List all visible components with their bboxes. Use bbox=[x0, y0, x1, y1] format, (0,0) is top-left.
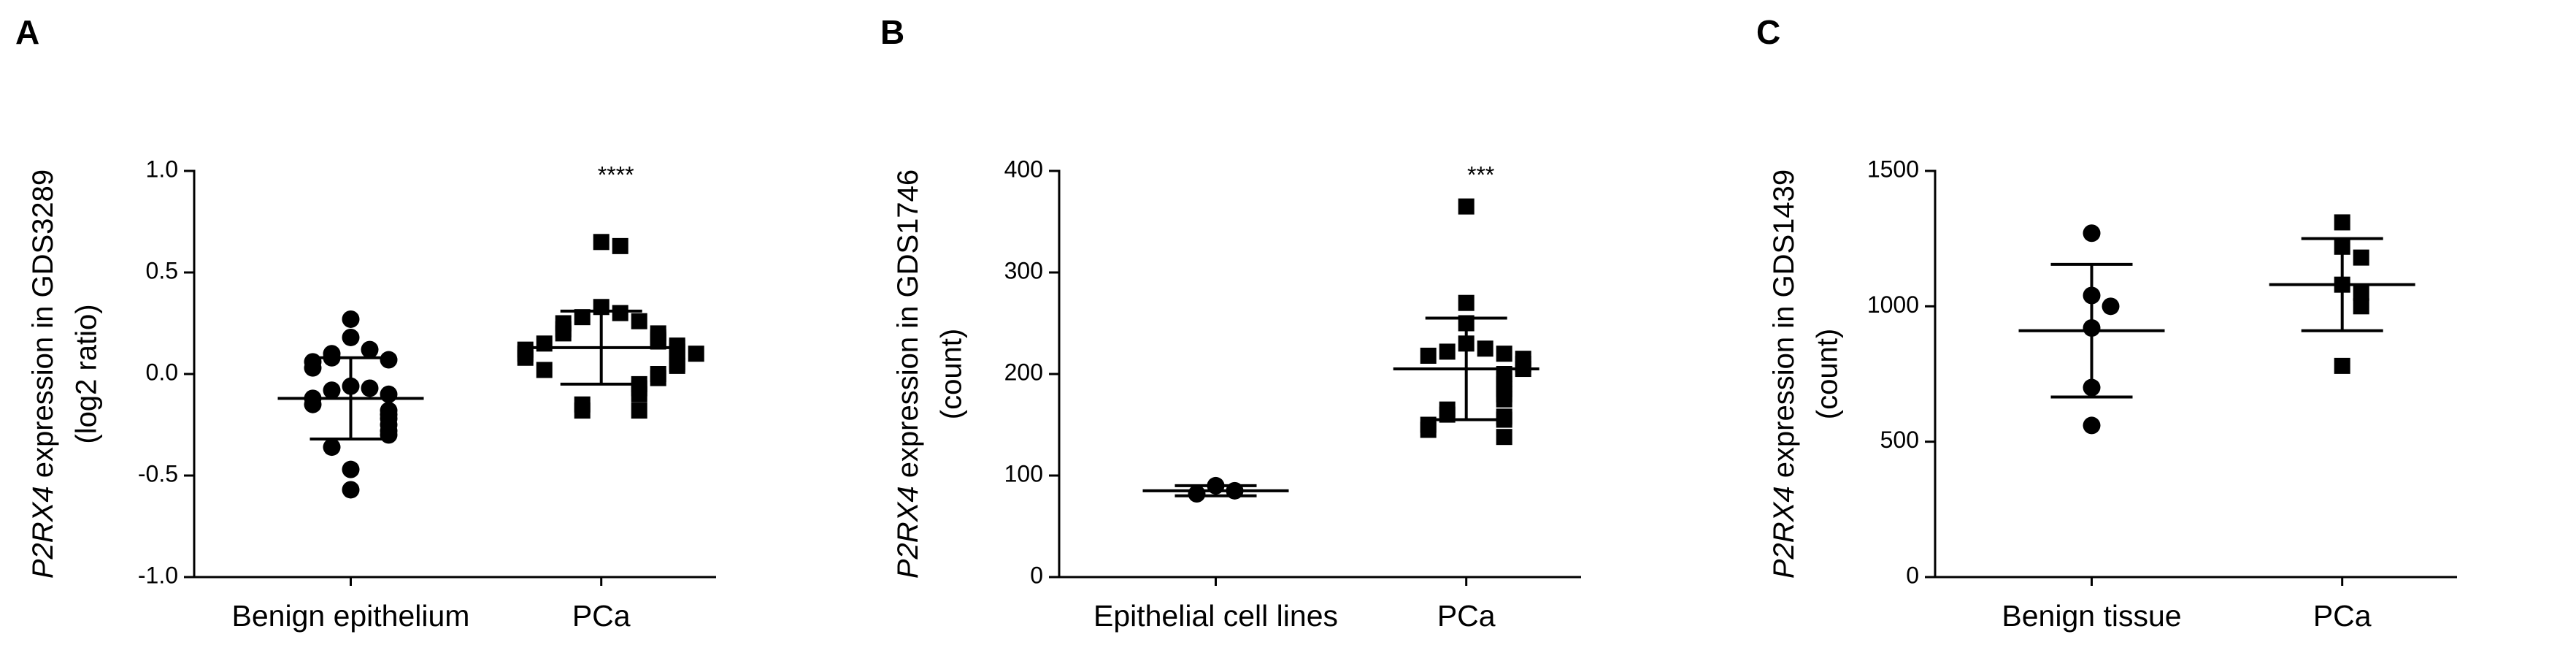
y-tick-label: 0.0 bbox=[146, 359, 178, 385]
x-tick-label: Benign tissue bbox=[2002, 599, 2181, 633]
gene-name: P2RX4 bbox=[1768, 486, 1800, 579]
data-point bbox=[650, 333, 666, 350]
data-point bbox=[1458, 198, 1475, 215]
y-tick-label: -1.0 bbox=[138, 562, 178, 588]
data-point bbox=[1188, 485, 1206, 503]
significance: **** bbox=[598, 161, 634, 188]
y-tick-label: 1.0 bbox=[146, 156, 178, 182]
y-axis-label: P2RX4 expression in GDS3289 bbox=[27, 169, 59, 579]
data-point bbox=[688, 346, 704, 362]
data-point bbox=[1420, 347, 1437, 364]
y-tick-label: -0.5 bbox=[138, 460, 178, 486]
data-point bbox=[2353, 298, 2369, 315]
data-point bbox=[380, 426, 398, 444]
y-tick-label: 1500 bbox=[1867, 156, 1919, 182]
data-point bbox=[342, 310, 360, 328]
data-point bbox=[1477, 340, 1493, 357]
x-tick-label: PCa bbox=[2313, 599, 2372, 633]
panel-label: B bbox=[880, 13, 904, 51]
data-point bbox=[1496, 429, 1512, 446]
data-point bbox=[304, 359, 322, 377]
data-point bbox=[631, 313, 647, 329]
data-point bbox=[380, 385, 398, 403]
gene-name: P2RX4 bbox=[27, 486, 59, 579]
data-point bbox=[323, 438, 341, 457]
data-point bbox=[574, 309, 591, 326]
data-point bbox=[2334, 357, 2350, 374]
y-axis-label: P2RX4 expression in GDS1746 bbox=[892, 169, 924, 579]
data-point bbox=[1420, 421, 1437, 438]
label-rest: expression in GDS3289 bbox=[27, 169, 59, 486]
significance: *** bbox=[1467, 161, 1494, 188]
data-point bbox=[2334, 214, 2350, 231]
y-tick-label: 300 bbox=[1004, 257, 1043, 283]
data-point bbox=[380, 351, 398, 369]
panel-label: A bbox=[15, 13, 39, 51]
data-point bbox=[631, 386, 647, 402]
x-tick-label: Epithelial cell lines bbox=[1093, 599, 1338, 633]
y-axis-label: (count) bbox=[1812, 329, 1844, 420]
y-tick-label: 400 bbox=[1004, 156, 1043, 182]
data-point bbox=[342, 460, 360, 478]
data-point bbox=[2353, 284, 2369, 301]
data-point bbox=[1496, 346, 1512, 362]
data-point bbox=[631, 402, 647, 419]
gene-name: P2RX4 bbox=[892, 486, 924, 579]
data-point bbox=[650, 370, 666, 386]
data-point bbox=[342, 481, 360, 499]
data-point bbox=[2102, 297, 2120, 316]
data-point bbox=[1439, 343, 1456, 360]
x-tick-label: PCa bbox=[1437, 599, 1496, 633]
data-point bbox=[1496, 391, 1512, 408]
data-point bbox=[536, 362, 553, 378]
data-point bbox=[361, 340, 379, 359]
x-tick-label: Benign epithelium bbox=[232, 599, 470, 633]
data-point bbox=[574, 402, 591, 419]
y-tick-label: 200 bbox=[1004, 359, 1043, 385]
label-rest: expression in GDS1439 bbox=[1768, 169, 1800, 486]
panel-label: C bbox=[1756, 13, 1780, 51]
data-point bbox=[593, 234, 610, 251]
data-point bbox=[669, 357, 685, 374]
data-point bbox=[555, 325, 572, 342]
data-point bbox=[323, 381, 341, 400]
data-point bbox=[342, 328, 360, 346]
x-tick-label: PCa bbox=[572, 599, 631, 633]
data-point bbox=[361, 379, 379, 397]
y-axis-label: (count) bbox=[936, 329, 968, 420]
data-point bbox=[1458, 294, 1475, 311]
data-point bbox=[612, 237, 628, 254]
data-point bbox=[517, 349, 534, 366]
label-rest: expression in GDS1746 bbox=[892, 169, 924, 486]
y-tick-label: 100 bbox=[1004, 460, 1043, 486]
y-tick-label: 0 bbox=[1906, 562, 1919, 588]
y-axis-label: (log2 ratio) bbox=[71, 304, 103, 443]
y-axis-label: P2RX4 expression in GDS1439 bbox=[1768, 169, 1800, 579]
data-point bbox=[2353, 249, 2369, 266]
y-tick-label: 1000 bbox=[1867, 291, 1919, 318]
y-tick-label: 500 bbox=[1880, 427, 1919, 453]
y-tick-label: 0.5 bbox=[146, 257, 178, 283]
y-tick-label: 0 bbox=[1030, 562, 1043, 588]
data-point bbox=[612, 305, 628, 321]
data-point bbox=[536, 335, 553, 352]
data-point bbox=[2083, 416, 2101, 435]
data-point bbox=[2083, 224, 2101, 243]
data-point bbox=[304, 395, 322, 413]
